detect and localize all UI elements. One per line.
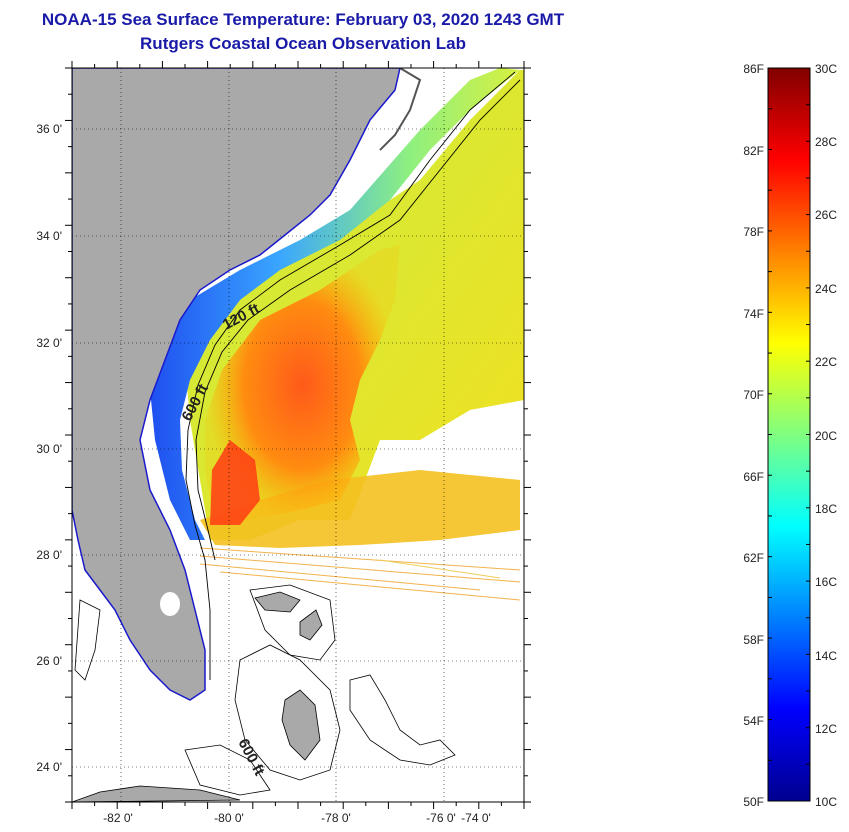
lat-tick-label: 28 0' [36,548,62,562]
colorbar-c-label: 10C [815,795,837,809]
colorbar-scale [767,67,811,802]
colorbar-c-label: 14C [815,649,837,663]
lat-tick-label: 26 0' [36,654,62,668]
colorbar-c-label: 18C [815,502,837,516]
lat-tick-label: 34 0' [36,229,62,243]
colorbar-c-label: 30C [815,62,837,76]
colorbar-c-label: 12C [815,722,837,736]
map-subtitle: Rutgers Coastal Ocean Observation Lab [140,34,466,53]
lat-tick-label: 32 0' [36,336,62,350]
lat-tick-label: 24 0' [36,760,62,774]
lon-tick-label: -76 0' [426,811,456,825]
lake-okeechobee [160,592,180,616]
offshore-sst-band [200,470,520,548]
colorbar-f-label: 74F [743,307,764,321]
colorbar-c-label: 24C [815,282,837,296]
land-southeast-us [72,68,401,701]
colorbar-f-label: 78F [743,225,764,239]
colorbar-f-label: 70F [743,388,764,402]
bahamas-grand-bahama [254,591,301,613]
colorbar-f-label: 50F [743,795,764,809]
gulf-stream-core [205,245,400,525]
colorbar-c-label: 28C [815,135,837,149]
colorbar-c-label: 16C [815,575,837,589]
colorbar-c-label: 22C [815,355,837,369]
colorbar-c-label: 20C [815,429,837,443]
lon-tick-label: -78 0' [321,811,351,825]
colorbar-f-label: 54F [743,714,764,728]
map-grid [72,68,524,802]
outer-banks [379,68,422,151]
lon-tick-label: -82 0' [103,811,133,825]
lon-tick-label: -80 0' [214,811,244,825]
map-title: NOAA-15 Sea Surface Temperature: Februar… [41,10,565,29]
map-minor-ticks [65,61,531,809]
lat-tick-label: 36 0' [36,122,62,136]
shelf-cool-water [150,68,520,540]
bahamas-andros [281,689,321,761]
contour-120ft [185,71,516,680]
temperature-colorbar: 86F 82F 78F 74F 70F 66F 62F 58F 54F 50F … [743,62,837,809]
lat-tick-label: 30 0' [36,442,62,456]
colorbar-f-label: 58F [743,633,764,647]
bathymetry-contours-bahamas [74,584,456,796]
land-cuba [72,785,241,802]
lon-tick-label: -74 0' [461,811,491,825]
contour-600ft [195,79,521,561]
gulf-stream-hotspot [210,440,260,525]
bahamas-abaco [299,609,323,641]
colorbar-f-label: 86F [743,62,764,76]
sst-map: 120 ft 600 ft 600 ft -82 0' -80 0' -78 0… [36,61,531,825]
colorbar-c-label: 26C [815,208,837,222]
colorbar-f-label: 82F [743,144,764,158]
swath-noise [199,547,521,601]
colorbar-ticks [768,67,810,802]
colorbar-f-label: 66F [743,470,764,484]
colorbar-f-label: 62F [743,551,764,565]
